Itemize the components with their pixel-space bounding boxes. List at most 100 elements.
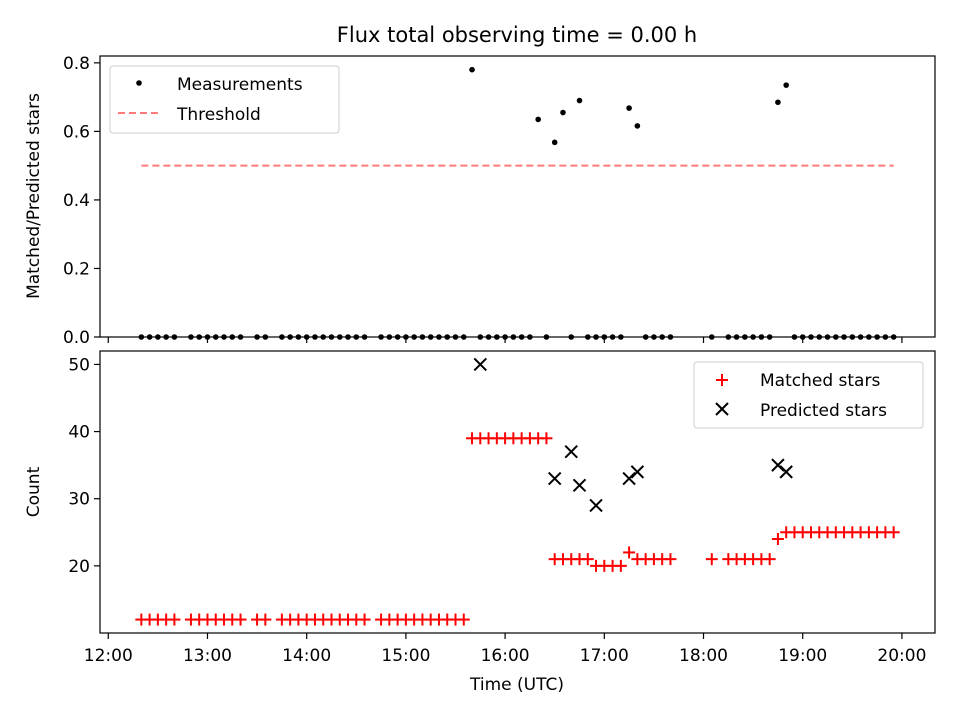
matched-star-point	[763, 553, 776, 566]
measurement-point	[204, 334, 211, 340]
measurement-point	[196, 334, 203, 340]
predicted-star-point	[564, 445, 578, 459]
legend-predicted-label: Predicted stars	[760, 401, 887, 421]
measurement-point	[733, 334, 740, 340]
legend-measurements-marker	[136, 80, 142, 86]
measurement-point	[593, 334, 599, 340]
measurement-point	[146, 334, 153, 340]
measurement-point	[469, 66, 475, 73]
measurement-point	[527, 334, 533, 340]
predicted-x-b	[779, 465, 793, 479]
measurement-point	[766, 334, 773, 340]
measurement-point	[775, 99, 781, 106]
matched-star-point	[581, 553, 594, 566]
top-y-tick-label: 0.4	[63, 191, 90, 211]
measurement-point	[345, 334, 351, 340]
predicted-x-b	[771, 458, 785, 472]
measurement-point	[502, 334, 508, 340]
measurement-point	[328, 334, 335, 340]
matched-star-point	[614, 559, 627, 572]
measurement-point	[634, 123, 641, 129]
measurement-point	[849, 334, 856, 340]
predicted-x-b	[564, 445, 578, 459]
legend-measurements-label: Measurements	[177, 75, 303, 95]
measurement-point	[560, 109, 566, 116]
bottom-y-tick-label: 30	[68, 490, 90, 510]
measurement-point	[758, 334, 765, 340]
measurement-point	[510, 334, 517, 340]
legend-predicted-marker	[715, 402, 729, 416]
measurement-point	[436, 334, 442, 340]
matched-star-point	[705, 553, 718, 566]
measurement-point	[320, 334, 327, 340]
measurement-point	[485, 334, 492, 340]
measurement-point	[584, 334, 591, 340]
predicted-star-point	[589, 498, 603, 513]
measurement-point	[882, 334, 889, 340]
bottom-legend: Matched stars Predicted stars	[693, 361, 924, 429]
x-tick-label: 14:00	[282, 646, 331, 666]
bottom-plot-area	[99, 350, 936, 634]
x-tick-label: 17:00	[580, 646, 629, 666]
measurement-point	[799, 334, 806, 340]
measurement-point	[667, 334, 674, 340]
bottom-y-tick-label: 50	[68, 355, 90, 375]
measurement-point	[460, 334, 467, 340]
predicted-star-point	[779, 465, 793, 479]
measurement-point	[237, 334, 244, 340]
top-legend: Measurements Threshold	[109, 65, 340, 134]
bottom-plot-marks	[135, 357, 900, 626]
measurement-point	[163, 334, 169, 340]
x-tick-label: 16:00	[481, 646, 530, 666]
matched-star-point	[664, 553, 677, 566]
measurement-point	[642, 334, 649, 340]
bottom-x-axis: 12:00 13:00 14:00 15:00 16:00 17:00 18:00 19:00…	[84, 633, 926, 666]
bottom-y-tick-label: 20	[68, 557, 90, 577]
measurement-point	[361, 334, 368, 340]
predicted-star-point	[630, 465, 645, 479]
top-panel: 0.00.20.40.60.8 Matched/Predicted stars …	[24, 54, 936, 348]
predicted-x-b	[589, 498, 603, 513]
predicted-x-b	[572, 478, 587, 492]
predicted-star-point	[547, 471, 562, 486]
measurement-point	[783, 82, 789, 88]
measurement-point	[254, 334, 260, 340]
measurement-point	[444, 334, 451, 340]
measurement-point	[312, 334, 318, 340]
predicted-x-b	[473, 357, 488, 372]
measurement-point	[295, 334, 302, 340]
predicted-star-point	[473, 357, 488, 372]
measurement-point	[866, 334, 872, 340]
measurement-point	[750, 334, 756, 340]
measurement-point	[303, 334, 310, 340]
measurement-point	[808, 334, 814, 340]
matched-star-point	[358, 613, 371, 626]
matched-star-point	[168, 613, 181, 626]
measurement-point	[494, 334, 500, 340]
measurement-point	[708, 334, 715, 340]
measurement-point	[890, 334, 897, 340]
measurement-point	[188, 334, 194, 340]
matched-star-point	[234, 613, 247, 626]
measurement-point	[725, 334, 732, 340]
measurement-point	[477, 334, 484, 340]
predicted-x-b	[547, 471, 562, 486]
legend-matched-marker	[716, 374, 728, 386]
measurement-point	[155, 334, 161, 340]
measurement-point	[138, 334, 145, 340]
measurement-point	[386, 334, 393, 340]
bottom-legend-box	[693, 361, 924, 429]
measurement-point	[287, 334, 293, 340]
measurement-point	[832, 334, 839, 340]
legend-threshold-label: Threshold	[176, 105, 261, 125]
top-y-axis-label: Matched/Predicted stars	[24, 93, 44, 299]
bottom-y-axis: 20 30 40 50	[68, 355, 100, 577]
measurement-point	[576, 97, 583, 104]
measurement-point	[212, 334, 219, 340]
measurement-point	[618, 334, 624, 340]
measurement-point	[221, 334, 227, 340]
matched-star-point	[887, 526, 900, 539]
legend-matched-label: Matched stars	[760, 371, 880, 391]
